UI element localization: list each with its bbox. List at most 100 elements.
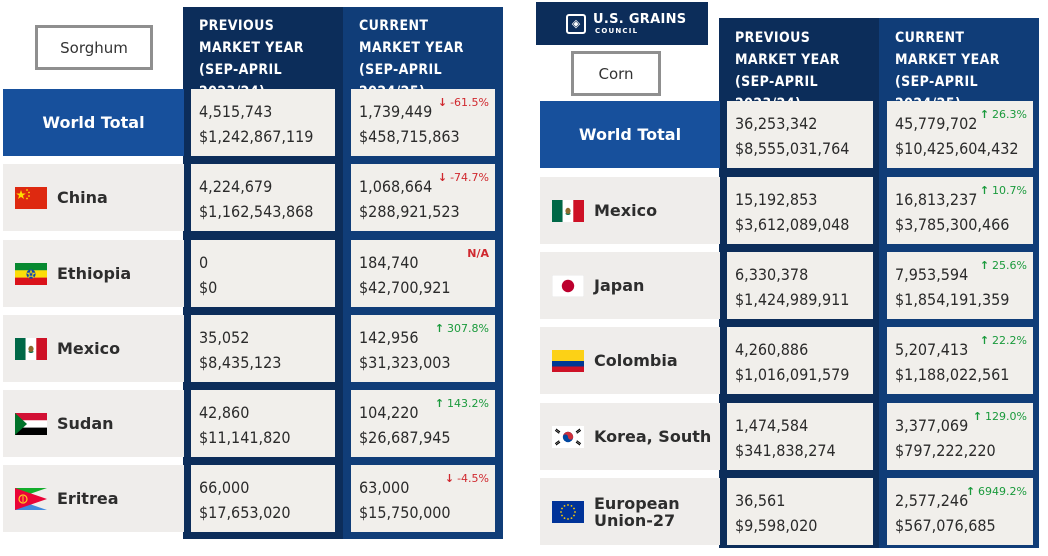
- change-percent: -4.5%: [457, 472, 489, 485]
- row-european-union-27-previous-cell: 36,561 $9,598,020: [727, 478, 873, 545]
- row-world-total-previous-cell: 4,515,743 $1,242,867,119: [191, 89, 335, 156]
- mexico-flag-icon: [552, 199, 584, 222]
- previous-value: $1,016,091,579: [735, 365, 850, 384]
- eritrea-flag-icon: [15, 487, 47, 510]
- row-ethiopia-previous-cell: 0 $0: [191, 240, 335, 307]
- change-badge: ↑ 10.7%: [980, 184, 1027, 197]
- row-eritrea-current-cell: 63,000 $15,750,000 ↓ -4.5%: [351, 465, 495, 532]
- current-value: $31,323,003: [359, 353, 451, 372]
- current-quantity: 1,068,664: [359, 177, 433, 196]
- change-percent: 25.6%: [992, 259, 1027, 272]
- change-percent: 307.8%: [447, 322, 489, 335]
- japan-flag-icon: [552, 274, 584, 297]
- change-percent: 26.3%: [992, 108, 1027, 121]
- current-quantity: 16,813,237: [895, 190, 978, 209]
- country-name: World Total: [42, 113, 145, 132]
- previous-value: $341,838,274: [735, 441, 836, 460]
- logo-line1: U.S. GRAINS: [593, 11, 687, 27]
- row-colombia-label: Colombia: [540, 327, 720, 394]
- change-percent: 6949.2%: [978, 485, 1027, 498]
- current-value: $15,750,000: [359, 503, 451, 522]
- previous-value: $11,141,820: [199, 428, 291, 447]
- current-quantity: 142,956: [359, 328, 419, 347]
- mexico-flag-icon: [15, 337, 47, 360]
- row-korea-south-previous-cell: 1,474,584 $341,838,274: [727, 403, 873, 470]
- row-japan-label: Japan: [540, 252, 720, 319]
- country-name: China: [57, 188, 108, 207]
- country-name: Mexico: [57, 339, 121, 358]
- current-quantity: 63,000: [359, 478, 410, 497]
- row-world-total-previous-cell: 36,253,342 $8,555,031,764: [727, 101, 873, 168]
- row-mexico-previous-cell: 35,052 $8,435,123: [191, 315, 335, 382]
- arrow-down-icon: ↓: [444, 472, 455, 485]
- current-value: $567,076,685: [895, 516, 996, 535]
- country-name: Mexico: [594, 201, 658, 220]
- row-mexico-current-cell: 16,813,237 $3,785,300,466 ↑ 10.7%: [887, 177, 1033, 244]
- arrow-up-icon: ↑: [979, 334, 990, 347]
- change-percent: 10.7%: [992, 184, 1027, 197]
- previous-value: $9,598,020: [735, 516, 818, 535]
- change-badge: ↓ -61.5%: [438, 96, 489, 109]
- row-world-total-current-cell: 45,779,702 $10,425,604,432 ↑ 26.3%: [887, 101, 1033, 168]
- current-quantity: 184,740: [359, 253, 419, 272]
- row-eritrea-previous-cell: 66,000 $17,653,020: [191, 465, 335, 532]
- change-badge: N/A: [467, 247, 489, 260]
- arrow-down-icon: ↓: [437, 96, 448, 109]
- current-quantity: 45,779,702: [895, 114, 978, 133]
- row-korea-south-label: Korea, South: [540, 403, 720, 470]
- previous-quantity: 15,192,853: [735, 190, 818, 209]
- china-flag-icon: [15, 186, 47, 209]
- country-name: Sudan: [57, 414, 114, 433]
- row-china-current-cell: 1,068,664 $288,921,523 ↓ -74.7%: [351, 164, 495, 231]
- change-badge: ↑ 25.6%: [980, 259, 1027, 272]
- arrow-up-icon: ↑: [979, 184, 990, 197]
- previous-value: $0: [199, 278, 218, 297]
- current-value: $10,425,604,432: [895, 139, 1019, 158]
- row-eritrea-label: Eritrea: [3, 465, 184, 532]
- previous-value: $3,612,089,048: [735, 215, 850, 234]
- arrow-up-icon: ↑: [965, 485, 976, 498]
- previous-quantity: 36,253,342: [735, 114, 818, 133]
- row-colombia-current-cell: 5,207,413 $1,188,022,561 ↑ 22.2%: [887, 327, 1033, 394]
- change-badge: ↑ 22.2%: [980, 334, 1027, 347]
- logo-line2: COUNCIL: [595, 26, 639, 35]
- row-korea-south-current-cell: 3,377,069 $797,222,220 ↑ 129.0%: [887, 403, 1033, 470]
- current-value: $458,715,863: [359, 127, 460, 146]
- row-sudan-label: Sudan: [3, 390, 184, 457]
- change-badge: ↑ 6949.2%: [966, 485, 1027, 498]
- commodity-label: Corn: [571, 51, 661, 96]
- change-percent: 22.2%: [992, 334, 1027, 347]
- row-mexico-current-cell: 142,956 $31,323,003 ↑ 307.8%: [351, 315, 495, 382]
- previous-quantity: 1,474,584: [735, 416, 809, 435]
- current-year-header: CURRENT MARKET YEAR (SEP-APRIL 2024/25): [343, 7, 503, 100]
- previous-year-header: PREVIOUS MARKET YEAR (SEP-APRIL 2023/24): [719, 19, 879, 112]
- country-name: Ethiopia: [57, 264, 132, 283]
- change-badge: ↑ 129.0%: [973, 410, 1027, 423]
- current-year-header: CURRENT MARKET YEAR (SEP-APRIL 2024/25): [879, 19, 1039, 112]
- previous-quantity: 42,860: [199, 403, 250, 422]
- row-china-previous-cell: 4,224,679 $1,162,543,868: [191, 164, 335, 231]
- grain-logo-icon: ◈: [566, 13, 586, 34]
- arrow-up-icon: ↑: [979, 108, 990, 121]
- row-ethiopia-current-cell: 184,740 $42,700,921 N/A: [351, 240, 495, 307]
- change-badge: ↑ 307.8%: [435, 322, 489, 335]
- current-quantity: 3,377,069: [895, 416, 969, 435]
- current-value: $26,687,945: [359, 428, 451, 447]
- country-name: Japan: [594, 276, 645, 295]
- row-japan-previous-cell: 6,330,378 $1,424,989,911: [727, 252, 873, 319]
- current-quantity: 7,953,594: [895, 265, 969, 284]
- current-value: $3,785,300,466: [895, 215, 1010, 234]
- previous-year-header: PREVIOUS MARKET YEAR (SEP-APRIL 2023/24): [183, 7, 343, 100]
- change-percent: -74.7%: [450, 171, 489, 184]
- previous-value: $8,435,123: [199, 353, 282, 372]
- country-name: Korea, South: [594, 427, 712, 446]
- arrow-up-icon: ↑: [979, 259, 990, 272]
- commodity-label: Sorghum: [35, 25, 153, 70]
- change-percent: -61.5%: [450, 96, 489, 109]
- current-value: $1,188,022,561: [895, 365, 1010, 384]
- previous-quantity: 6,330,378: [735, 265, 809, 284]
- corn-table: ◈ U.S. GRAINS COUNCIL PREVIOUS MARKET YE…: [536, 0, 1048, 556]
- row-ethiopia-label: Ethiopia: [3, 240, 184, 307]
- previous-quantity: 4,515,743: [199, 102, 273, 121]
- current-value: $797,222,220: [895, 441, 996, 460]
